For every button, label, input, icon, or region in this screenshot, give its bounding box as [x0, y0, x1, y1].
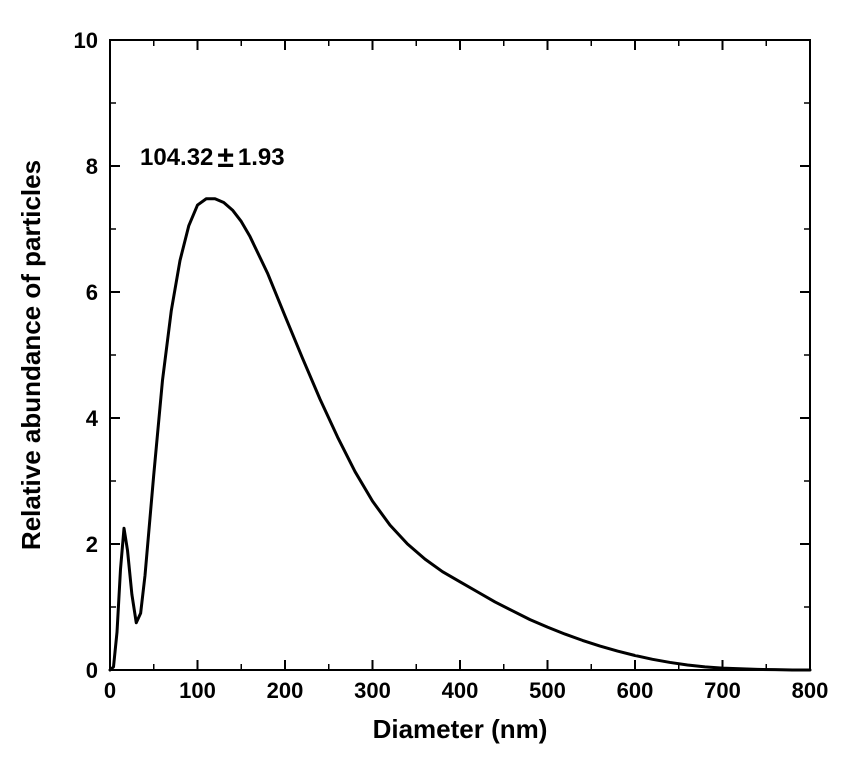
peak-mean: 104.32 — [140, 144, 213, 171]
x-tick-label: 700 — [704, 678, 741, 703]
y-tick-label: 0 — [86, 658, 98, 683]
y-tick-label: 8 — [86, 154, 98, 179]
x-tick-label: 100 — [179, 678, 216, 703]
x-axis-label: Diameter (nm) — [373, 714, 548, 744]
y-tick-label: 2 — [86, 532, 98, 557]
y-tick-label: 4 — [86, 406, 99, 431]
plot-frame — [110, 40, 810, 670]
x-tick-label: 200 — [267, 678, 304, 703]
particle-distribution-chart: 0 100 200 300 400 500 600 700 800 0 2 4 6 8 10 Diameter… — [0, 0, 854, 782]
x-tick-label: 800 — [792, 678, 829, 703]
x-tick-label: 400 — [442, 678, 479, 703]
x-tick-label: 600 — [617, 678, 654, 703]
distribution-curve — [110, 199, 810, 670]
y-tick-label: 10 — [74, 28, 98, 53]
y-tick-label: 6 — [86, 280, 98, 305]
y-axis-label: Relative abundance of particles — [16, 160, 46, 550]
x-tick-label: 500 — [529, 678, 566, 703]
peak-annotation: 104.32±1.93 — [140, 141, 285, 174]
chart-svg: 0 100 200 300 400 500 600 700 800 0 2 4 6 8 10 Diameter… — [0, 0, 854, 782]
x-tick-label: 0 — [104, 678, 116, 703]
plus-minus-symbol: ± — [217, 141, 233, 174]
x-tick-label: 300 — [354, 678, 391, 703]
peak-error: 1.93 — [238, 144, 285, 171]
